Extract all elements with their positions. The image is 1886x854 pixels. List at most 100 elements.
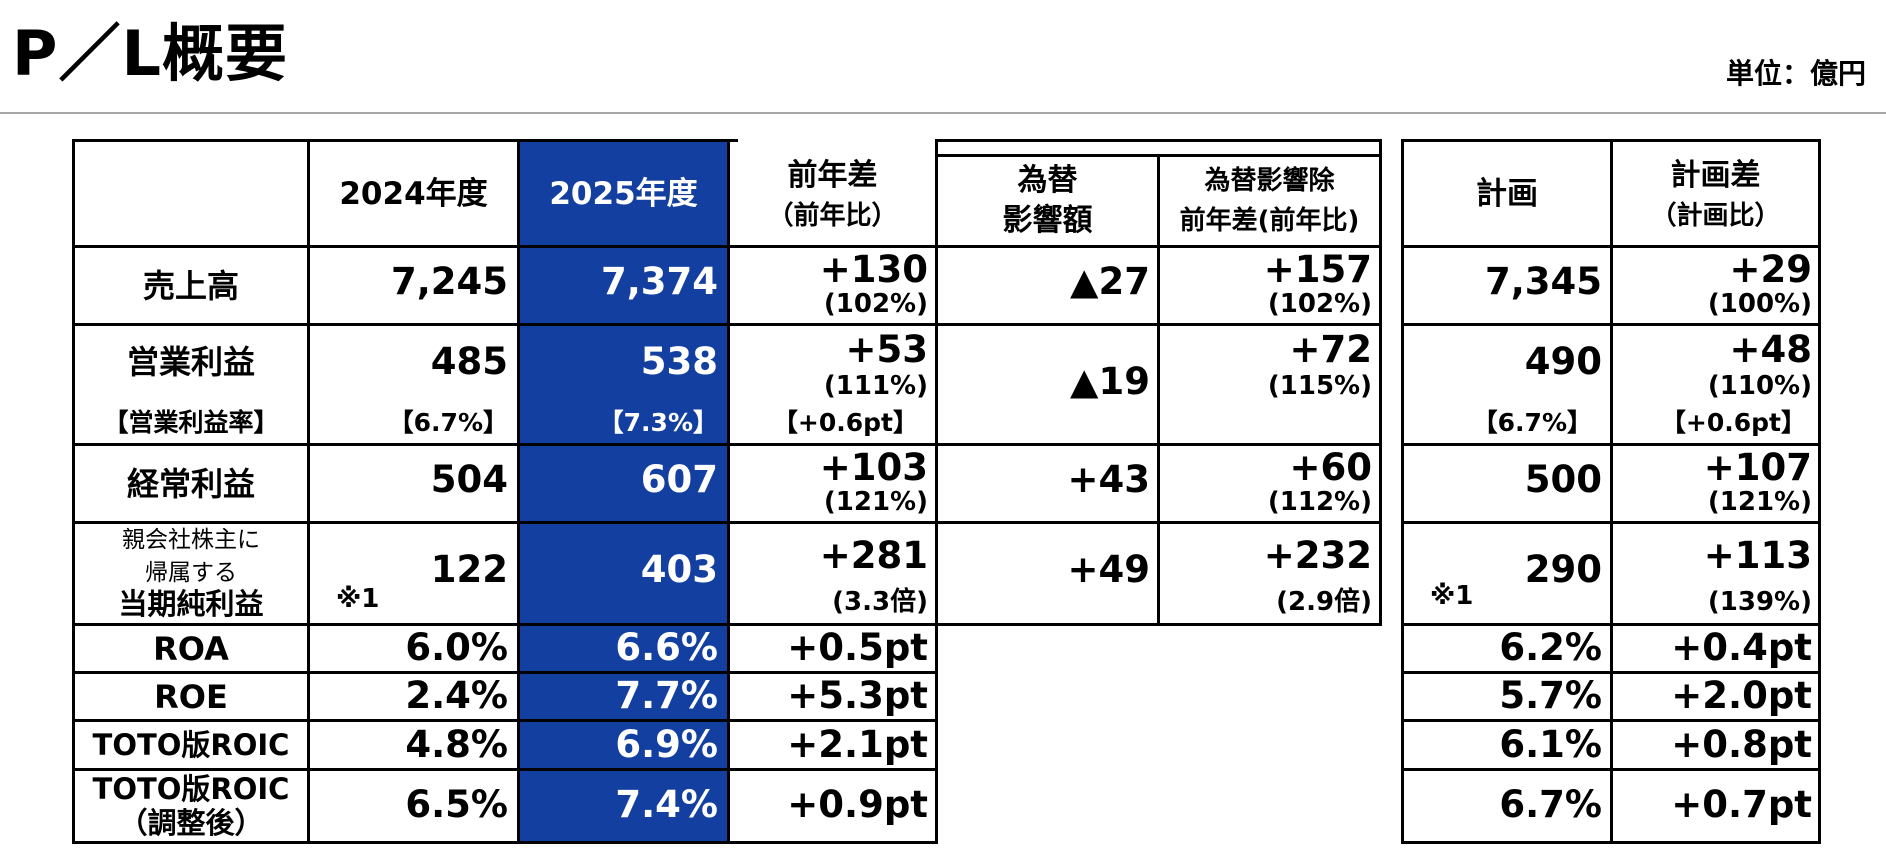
- grid-line: [1401, 323, 1821, 326]
- roic-adj-fy2025: 7.4%: [615, 783, 718, 826]
- sales-exfx: +157: [1263, 248, 1372, 291]
- row-label-roic-adj-line2: （調整後）: [118, 806, 264, 840]
- ordinary-fy2025: 607: [640, 458, 718, 501]
- ordinary-vsplan-ratio: (121%): [1707, 487, 1812, 517]
- op-fy2024: 485: [430, 340, 508, 383]
- net-fy2024: 122: [430, 548, 508, 591]
- grid-line: [1157, 155, 1160, 625]
- row-sublabel-op-rate: 【営業利益率】: [103, 408, 279, 437]
- unit-label: 単位：億円: [1725, 57, 1866, 90]
- grid-line: [1401, 443, 1821, 446]
- roic-vsplan: +0.8pt: [1671, 723, 1812, 766]
- grid-line: [1379, 139, 1382, 625]
- roe-fy2025: 7.7%: [615, 674, 718, 717]
- sales-vsplan-ratio: (100%): [1707, 289, 1812, 319]
- header-vsplan-sub: （計画比）: [1650, 200, 1781, 231]
- grid-line: [727, 139, 730, 844]
- grid-line: [935, 139, 1382, 142]
- header-vsplan: 計画差 （計画比）: [1613, 142, 1818, 245]
- row-label-sales-text: 売上高: [142, 266, 239, 305]
- roic-fy2024: 4.8%: [405, 723, 508, 766]
- grid-line: [307, 139, 310, 844]
- roic-adj-fy2024: 6.5%: [405, 783, 508, 826]
- grid-line: [1401, 623, 1821, 626]
- row-label-roa: ROA: [75, 626, 307, 671]
- op-plan: 490: [1524, 340, 1602, 383]
- grid-line: [72, 323, 1382, 326]
- sales-yoy-ratio: (102%): [823, 289, 928, 319]
- op-fy2025-rate: 【7.3%】: [598, 408, 718, 437]
- row-label-net-line2: 帰属する: [145, 560, 237, 586]
- header-fx-line1: 為替: [1017, 163, 1078, 198]
- roe-plan: 5.7%: [1499, 674, 1602, 717]
- header-vsplan-main: 計画差: [1670, 157, 1761, 193]
- row-label-net-line1: 親会社株主に: [122, 527, 260, 553]
- grid-line: [517, 139, 520, 844]
- fy2025-highlight: [519, 140, 727, 843]
- row-label-roic-adj: TOTO版ROIC （調整後）: [75, 771, 307, 841]
- row-label-roic: TOTO版ROIC: [75, 722, 307, 768]
- row-label-roe: ROE: [75, 674, 307, 719]
- op-fy2024-rate: 【6.7%】: [388, 408, 508, 437]
- roa-yoy: +0.5pt: [787, 626, 928, 669]
- grid-line: [1401, 245, 1821, 248]
- net-exfx-ratio: (2.9倍): [1276, 587, 1372, 617]
- sales-plan: 7,345: [1484, 260, 1602, 303]
- ordinary-fy2024: 504: [430, 458, 508, 501]
- header-plan-text: 計画: [1476, 175, 1538, 212]
- header-exfx-line2: 前年差(前年比): [1179, 206, 1360, 236]
- grid-line: [1401, 139, 1404, 844]
- header-yoy-main: 前年差: [787, 157, 878, 193]
- row-label-roic-adj-line1: TOTO版ROIC: [92, 772, 290, 806]
- grid-line: [1401, 768, 1821, 771]
- roa-vsplan: +0.4pt: [1671, 626, 1812, 669]
- header-plan: 計画: [1404, 142, 1610, 245]
- roa-fy2024: 6.0%: [405, 626, 508, 669]
- op-plan-rate: 【6.7%】: [1472, 408, 1592, 437]
- grid-line: [1401, 841, 1821, 844]
- grid-line: [72, 768, 938, 771]
- op-vsplan-rate: 【+0.6pt】: [1660, 408, 1806, 437]
- grid-line: [72, 245, 1382, 248]
- net-plan: 290: [1524, 548, 1602, 591]
- sales-fx: ▲27: [1070, 260, 1150, 303]
- ordinary-fx: +43: [1067, 458, 1151, 501]
- row-label-roic-text: TOTO版ROIC: [92, 728, 290, 762]
- net-fx: +49: [1067, 548, 1151, 591]
- sales-fy2024: 7,245: [390, 260, 508, 303]
- roic-yoy: +2.1pt: [787, 723, 928, 766]
- grid-line: [935, 139, 938, 844]
- row-label-roe-text: ROE: [154, 677, 228, 716]
- grid-line: [72, 139, 75, 844]
- row-label-roa-text: ROA: [153, 629, 229, 668]
- net-exfx: +232: [1263, 534, 1372, 577]
- grid-line: [1401, 139, 1821, 142]
- net-yoy: +281: [819, 534, 928, 577]
- header-fx-line2: 影響額: [1002, 203, 1093, 238]
- row-label-sales: 売上高: [75, 248, 307, 323]
- ordinary-plan: 500: [1524, 458, 1602, 501]
- op-vsplan: +48: [1729, 328, 1813, 371]
- roic-adj-plan: 6.7%: [1499, 783, 1602, 826]
- grid-line: [935, 154, 1382, 157]
- net-vsplan-ratio: (139%): [1707, 587, 1812, 617]
- header-exfx: 為替影響除 前年差(前年比): [1160, 157, 1379, 245]
- net-yoy-ratio: (3.3倍): [832, 587, 928, 617]
- header-yoy-sub: （前年比）: [767, 200, 898, 231]
- ordinary-yoy: +103: [819, 446, 928, 489]
- sales-fy2025: 7,374: [600, 260, 718, 303]
- row-label-ordinary: 経常利益: [75, 446, 307, 521]
- roe-yoy: +5.3pt: [787, 674, 928, 717]
- grid-line: [72, 719, 938, 722]
- op-fx: ▲19: [1070, 360, 1150, 403]
- roe-fy2024: 2.4%: [405, 674, 508, 717]
- op-fy2025: 538: [640, 340, 718, 383]
- roic-fy2025: 6.9%: [615, 723, 718, 766]
- header-fy2024-text: 2024年度: [339, 175, 488, 212]
- ordinary-vsplan: +107: [1703, 446, 1812, 489]
- row-label-net-line3: 当期純利益: [118, 587, 264, 621]
- op-vsplan-ratio: (110%): [1707, 371, 1812, 401]
- page-title: P／L概要: [12, 17, 288, 90]
- roa-fy2025: 6.6%: [615, 626, 718, 669]
- grid-line: [1818, 139, 1821, 844]
